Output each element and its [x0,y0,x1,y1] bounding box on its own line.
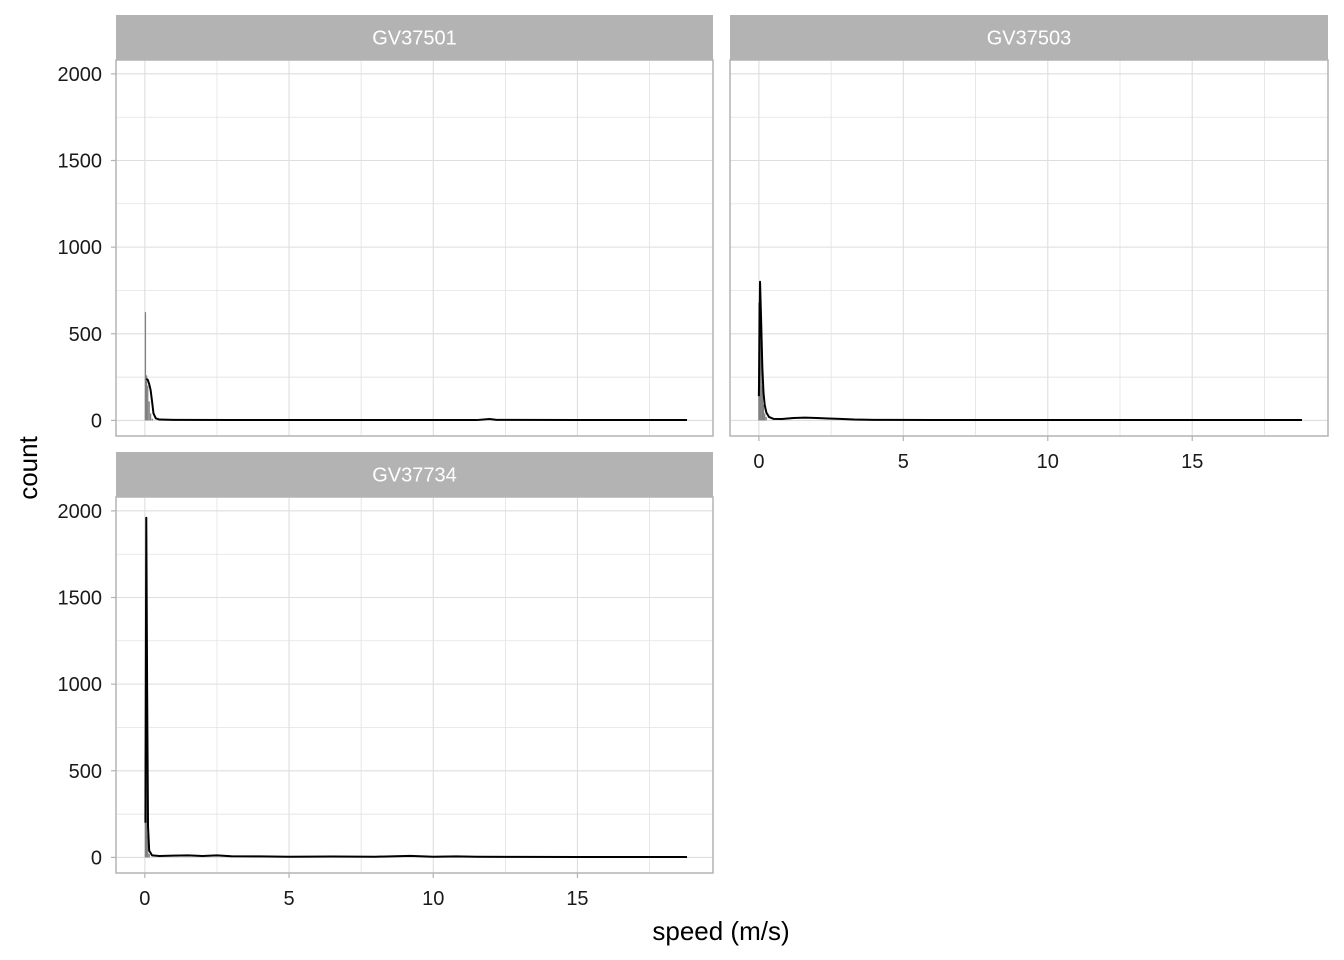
histogram-bar [761,385,764,421]
panel-background [116,60,713,436]
histogram-bar [149,413,152,421]
histogram-bar [765,416,767,421]
y-tick-label: 2000 [58,64,103,86]
x-tick-label: 0 [753,451,764,473]
x-tick-label: 0 [139,888,150,910]
density-line [145,377,688,422]
histogram-bar [151,418,153,421]
facet-panel-GV37503: GV37503 0 5 10 15 [729,15,1329,473]
histogram-bar [148,853,150,858]
histogram-bar [764,413,766,421]
facet-strip-label: GV37503 [987,28,1072,50]
y-tick-label: 0 [91,410,102,432]
histogram-bar [762,404,765,421]
facet-strip-label: GV37501 [372,28,457,50]
y-tick-label: 2000 [58,501,103,523]
density-line [757,280,1302,422]
panel-border [115,496,714,874]
panel-border [115,59,714,437]
x-tick-label: 15 [566,888,588,910]
x-tick-label: 10 [1037,451,1059,473]
histogram-bar [148,401,150,421]
panel-background [116,497,713,873]
facet-panel-GV37734: GV37734 0 500 1000 1500 2000 0 5 10 15 [58,452,714,910]
panel-border [729,59,1329,437]
y-tick-label: 1500 [58,587,103,609]
y-tick-label: 1500 [58,150,103,172]
density-line [144,516,688,859]
y-tick-label: 1000 [58,674,103,696]
facet-strip-label: GV37734 [372,465,457,487]
histogram-bar [144,312,147,421]
histogram-bar [145,760,148,858]
facet-strip [730,15,1328,60]
panel-background [730,60,1328,436]
facet-strip [116,452,713,497]
x-axis-title: speed (m/s) [652,916,789,946]
x-tick-label: 5 [283,888,294,910]
x-tick-label: 5 [898,451,909,473]
y-tick-label: 1000 [58,237,103,259]
histogram-bar [147,834,149,858]
y-axis-title: count [13,435,43,499]
histogram-bar [147,385,149,421]
y-tick-label: 0 [91,847,102,869]
y-tick-label: 500 [69,761,102,783]
histogram-bar [145,375,148,421]
facet-panel-GV37501: GV37501 0 500 1000 1500 2000 [58,15,714,437]
y-tick-label: 500 [69,324,102,346]
x-tick-label: 15 [1181,451,1203,473]
histogram-bar [760,342,762,421]
facet-strip [116,15,713,60]
x-tick-label: 10 [422,888,444,910]
